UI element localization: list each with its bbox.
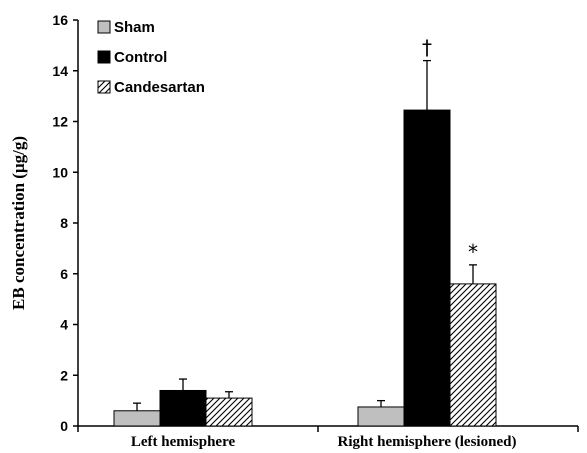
bar-control xyxy=(159,389,207,427)
labels: 0 2 4 6 8 10 12 14 16 EB concentration (μg/g) Left… xyxy=(9,12,516,450)
y-tick-label: 10 xyxy=(52,164,68,180)
x-category-label: Right hemisphere (lesioned) xyxy=(338,434,517,450)
bar-candesartan xyxy=(449,283,497,427)
legend-label: Control xyxy=(114,49,167,66)
y-tick-label: 4 xyxy=(60,317,68,333)
legend-swatch xyxy=(97,80,111,94)
y-tick-label: 16 xyxy=(52,12,68,28)
bar-sham xyxy=(357,406,405,427)
significance-marker: † xyxy=(422,36,432,60)
legend-swatch xyxy=(97,20,111,34)
y-tick-label: 14 xyxy=(52,63,68,79)
legend-swatch xyxy=(97,50,111,64)
bar-sham xyxy=(113,410,161,427)
y-tick-label: 2 xyxy=(60,367,68,383)
y-tick-label: 0 xyxy=(60,418,68,434)
bars xyxy=(113,59,497,427)
legend: Sham Control Candesartan xyxy=(97,19,205,96)
bar-control xyxy=(403,109,451,427)
y-tick-label: 8 xyxy=(60,215,68,231)
significance-marker: * xyxy=(468,240,478,264)
y-tick-label: 12 xyxy=(52,114,68,130)
y-tick-label: 6 xyxy=(60,266,68,282)
y-axis-title: EB concentration (μg/g) xyxy=(9,136,28,310)
bar-candesartan xyxy=(205,397,253,427)
legend-label: Sham xyxy=(114,19,155,36)
x-category-label: Left hemisphere xyxy=(131,434,236,450)
legend-label: Candesartan xyxy=(114,79,205,96)
